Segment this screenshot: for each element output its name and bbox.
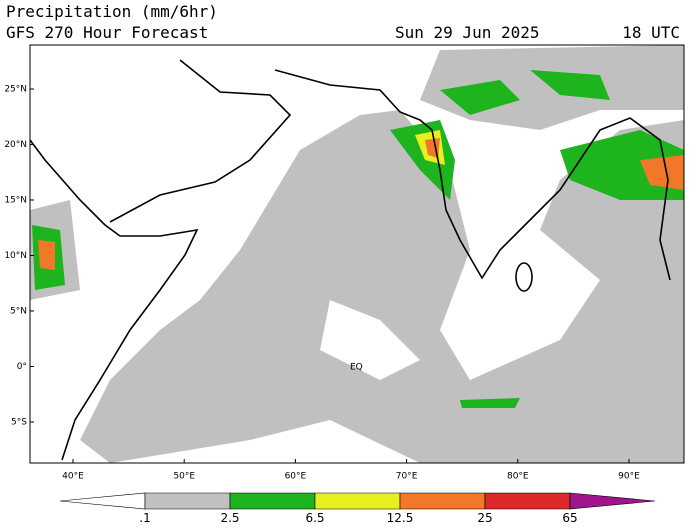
precip-moderate bbox=[440, 80, 520, 115]
lon-label: 50°E bbox=[173, 472, 195, 482]
lat-label: 10°N bbox=[4, 251, 27, 261]
precip-intense bbox=[38, 240, 55, 270]
legend-swatch bbox=[59, 492, 146, 510]
legend-label: 65 bbox=[562, 511, 577, 525]
precip-moderate bbox=[530, 70, 610, 100]
lat-label: 20°N bbox=[4, 140, 27, 150]
lat-label: 5°S bbox=[11, 418, 27, 428]
legend-swatch bbox=[144, 492, 231, 510]
dry-area bbox=[320, 300, 420, 380]
legend-label: 6.5 bbox=[305, 511, 324, 525]
map-body: EQ bbox=[29, 44, 685, 464]
map-frame bbox=[29, 44, 685, 464]
coastline bbox=[29, 59, 671, 461]
lon-label: 80°E bbox=[507, 472, 529, 482]
subtitle: GFS 270 Hour Forecast bbox=[6, 23, 208, 42]
legend-swatch bbox=[569, 492, 656, 510]
lat-label: 5°N bbox=[10, 307, 27, 317]
lon-label: 70°E bbox=[396, 472, 418, 482]
legend-swatch bbox=[229, 492, 316, 510]
legend-label: 2.5 bbox=[220, 511, 239, 525]
precip-intense bbox=[640, 155, 684, 190]
lon-label: 40°E bbox=[62, 472, 84, 482]
time: 18 UTC bbox=[622, 23, 680, 42]
legend-swatch bbox=[314, 492, 401, 510]
precip-light bbox=[80, 110, 684, 463]
date: Sun 29 Jun 2025 bbox=[395, 23, 540, 42]
legend-swatch bbox=[484, 492, 571, 510]
title: Precipitation (mm/6hr) bbox=[6, 2, 218, 21]
legend-label: 12.5 bbox=[387, 511, 414, 525]
legend-label: 25 bbox=[477, 511, 492, 525]
equator-label: EQ bbox=[350, 363, 363, 373]
lon-label: 90°E bbox=[618, 472, 640, 482]
lon-label: 60°E bbox=[285, 472, 307, 482]
legend-swatch bbox=[399, 492, 486, 510]
precip-moderate bbox=[460, 398, 520, 408]
lat-label: 25°N bbox=[4, 85, 27, 95]
lat-label: 15°N bbox=[4, 196, 27, 206]
legend-label: .1 bbox=[139, 511, 150, 525]
lat-label: 0° bbox=[17, 362, 27, 372]
